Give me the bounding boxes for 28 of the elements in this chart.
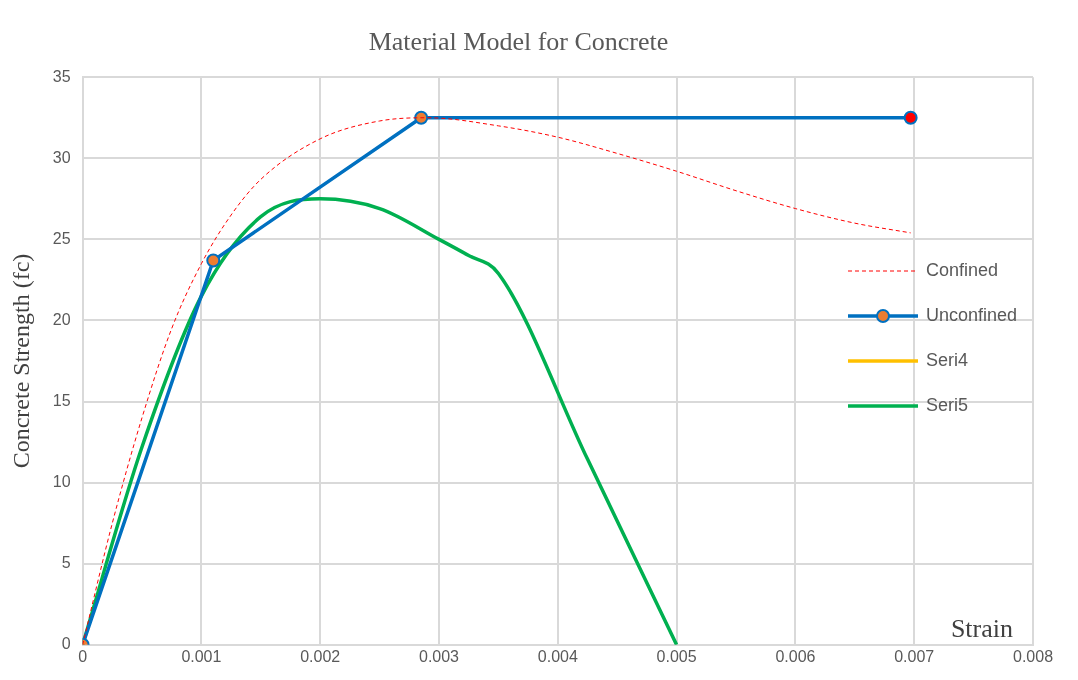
y-axis-title: Concrete Strength (fc) — [7, 253, 34, 469]
x-axis-title: Strain — [950, 613, 1013, 643]
x-tick-label: 0 — [78, 647, 88, 665]
point — [206, 253, 221, 268]
x-tick-label: 0.001 — [181, 647, 222, 665]
y-tick-label: 35 — [52, 67, 71, 85]
point — [414, 110, 429, 125]
y-tick-label: 30 — [52, 148, 71, 166]
x-tick-label: 0.008 — [1012, 647, 1054, 665]
y-tick-label: 20 — [52, 310, 71, 328]
point — [903, 110, 918, 125]
y-tick-label: 10 — [52, 473, 71, 491]
x-tick-label: 0.004 — [537, 647, 578, 665]
x-tick-label: 0.007 — [894, 647, 935, 665]
y-tick-label: 5 — [61, 554, 71, 572]
x-tick-label: 0.002 — [300, 647, 341, 665]
legend-label: Confined — [926, 259, 999, 280]
x-tick-label: 0.006 — [775, 647, 816, 665]
legend-label: Unconfined — [926, 304, 1018, 325]
y-tick-label: 15 — [52, 391, 71, 409]
x-tick-label: 0.003 — [418, 647, 460, 665]
x-tick-label: 0.005 — [656, 647, 697, 665]
chart-title: Material Model for Concrete — [368, 27, 669, 57]
y-tick-label: 0 — [61, 635, 71, 653]
y-tick-label: 25 — [52, 229, 71, 247]
legend-label: Seri5 — [926, 394, 969, 415]
line-series — [82, 197, 679, 645]
legend-label: Seri4 — [926, 349, 969, 370]
